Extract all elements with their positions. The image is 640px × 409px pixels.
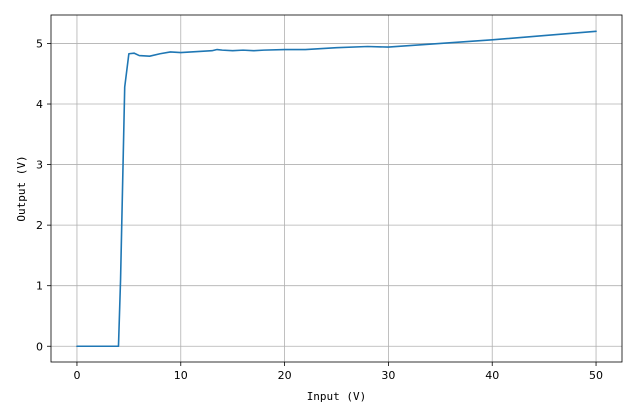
- y-tick-label: 1: [36, 280, 43, 293]
- y-tick-label: 3: [36, 159, 43, 172]
- y-tick-label: 0: [36, 340, 43, 353]
- series-layer: [76, 30, 597, 348]
- y-tick-label: 4: [36, 98, 43, 111]
- x-tick-label: 50: [589, 369, 603, 382]
- series-line: [76, 30, 597, 348]
- grid: [51, 15, 622, 362]
- plot-frame: [50, 14, 623, 363]
- x-tick-label: 10: [174, 369, 188, 382]
- x-tick-label: 0: [73, 369, 80, 382]
- x-tick-label: 40: [485, 369, 499, 382]
- x-axis-label: Input (V): [307, 390, 367, 403]
- ticks: 0 10 20 30 40 50 0 1 2 3 4 5: [36, 37, 603, 382]
- x-tick-label: 30: [381, 369, 395, 382]
- y-axis-label: Output (V): [15, 155, 28, 221]
- y-tick-label: 2: [36, 219, 43, 232]
- y-tick-label: 5: [36, 37, 43, 50]
- x-tick-label: 20: [278, 369, 292, 382]
